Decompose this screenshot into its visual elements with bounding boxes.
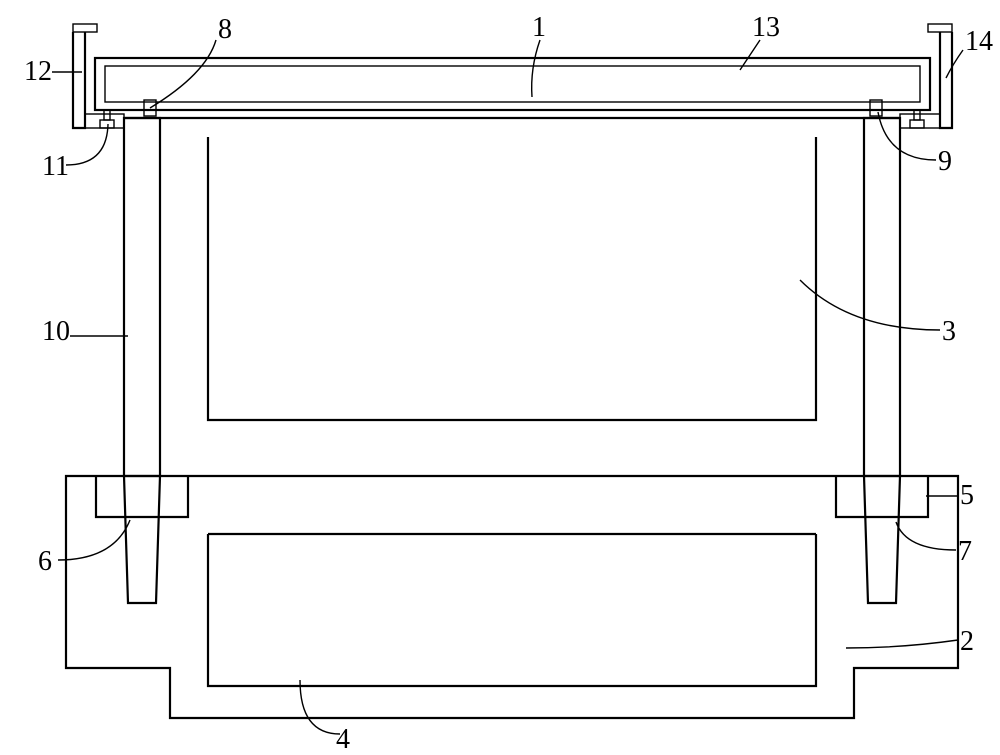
callout-label-6: 6 — [38, 546, 52, 577]
callout-label-4: 4 — [336, 724, 350, 755]
callout-label-9: 9 — [938, 146, 952, 177]
callout-label-7: 7 — [958, 536, 972, 567]
callout-label-10: 10 — [42, 316, 70, 347]
callout-label-5: 5 — [960, 480, 974, 511]
callout-label-14: 14 — [965, 26, 993, 57]
callout-label-1: 1 — [532, 12, 546, 43]
callout-label-12: 12 — [24, 56, 52, 87]
callout-label-3: 3 — [942, 316, 956, 347]
technical-drawing: 1 13 14 8 12 11 9 10 3 5 7 6 2 4 — [0, 0, 1000, 755]
callout-label-13: 13 — [752, 12, 780, 43]
callout-label-8: 8 — [218, 14, 232, 45]
callout-label-2: 2 — [960, 626, 974, 657]
callout-label-11: 11 — [42, 151, 69, 182]
